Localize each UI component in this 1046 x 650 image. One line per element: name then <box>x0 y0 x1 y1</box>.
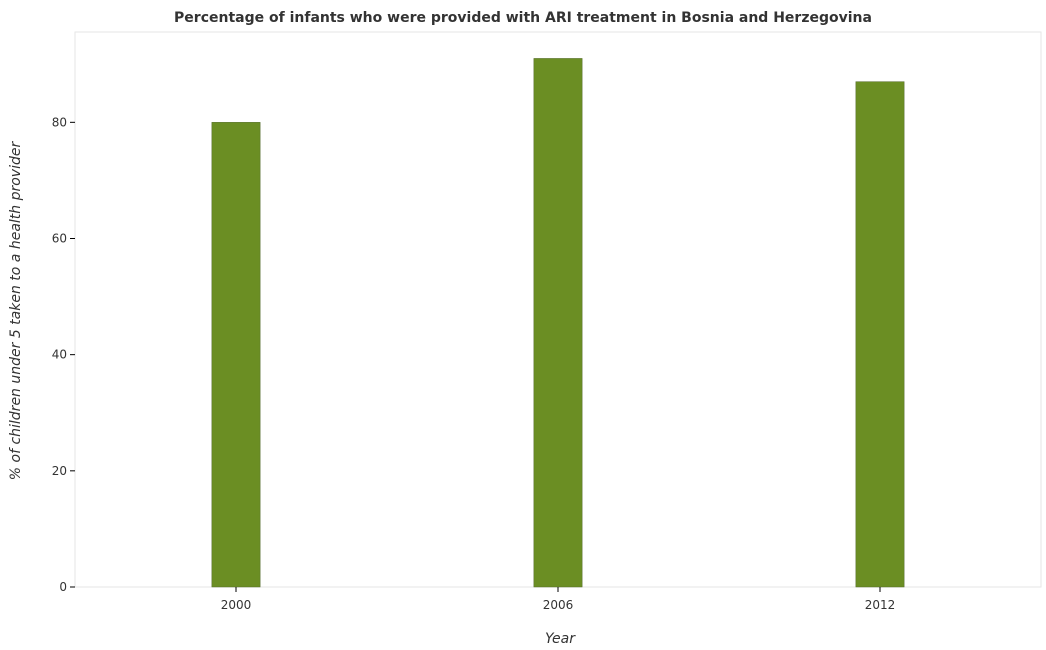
y-tick-label: 0 <box>59 580 67 594</box>
y-axis-label: % of children under 5 taken to a health … <box>8 141 24 481</box>
x-tick-label: 2006 <box>543 598 574 612</box>
x-tick-label: 2000 <box>221 598 252 612</box>
y-tick-label: 20 <box>52 464 67 478</box>
y-tick-label: 40 <box>52 348 67 362</box>
chart-title: Percentage of infants who were provided … <box>174 10 872 26</box>
y-tick-label: 60 <box>52 231 67 245</box>
y-tick-label: 80 <box>52 115 67 129</box>
x-tick-label: 2012 <box>865 598 896 612</box>
bar-2000 <box>211 122 261 588</box>
bar-2012 <box>855 81 905 588</box>
plot-area: 0 20 40 60 80 2000 2006 2012 <box>52 31 1042 612</box>
x-axis-label: Year <box>545 631 576 647</box>
bar-2006 <box>533 58 583 588</box>
